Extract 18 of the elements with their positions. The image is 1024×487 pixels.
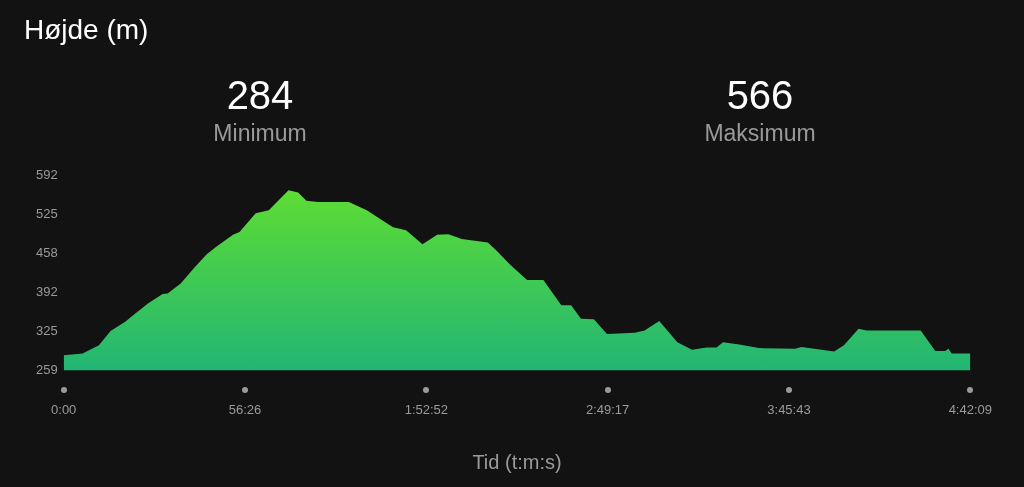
text: Maksimum (703, 120, 817, 147)
x-tick-label: 2:49:17 (585, 401, 630, 417)
x-tick-label: 0:00 (51, 401, 77, 417)
x-axis-title: Tid (t:m:s) (472, 450, 562, 473)
chart-title: Højde (m) (24, 14, 149, 46)
y-tick-label: 392 (35, 283, 58, 299)
y-tick-label: 259 (35, 361, 58, 377)
y-tick-label: 592 (35, 166, 58, 182)
y-tick-label: 525 (35, 205, 58, 221)
text: Minimum (212, 120, 308, 147)
y-tick-label: 458 (35, 245, 58, 261)
x-tick-label: 4:42:09 (948, 401, 992, 417)
x-tick-label: 1:52:52 (404, 401, 449, 417)
x-tick-label: 3:45:43 (767, 401, 811, 417)
text: 566 (725, 72, 795, 118)
x-tick-label: 56:26 (228, 401, 262, 417)
text: 284 (225, 72, 295, 118)
y-tick-label: 325 (35, 323, 58, 339)
